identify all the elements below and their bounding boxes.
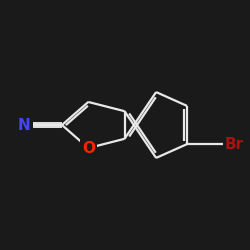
Text: O: O xyxy=(82,140,95,156)
Text: Br: Br xyxy=(224,136,244,152)
Text: N: N xyxy=(18,118,31,132)
